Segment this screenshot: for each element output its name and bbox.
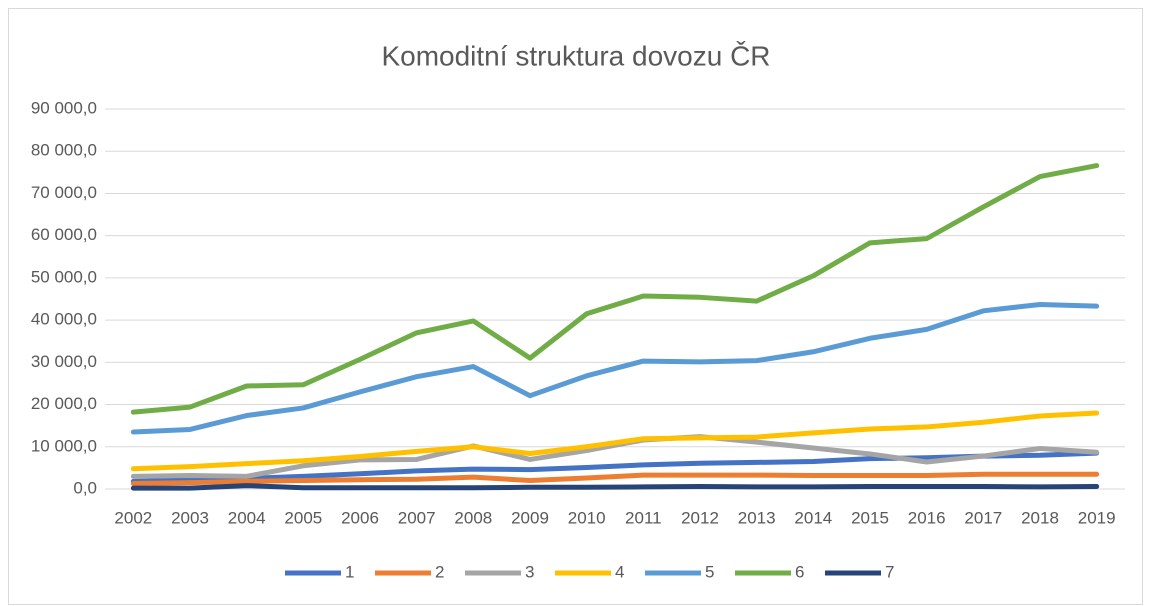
x-tick-label: 2016 <box>908 508 946 527</box>
x-tick-label: 2005 <box>284 508 322 527</box>
y-tick-label: 70 000,0 <box>31 183 97 202</box>
y-tick-label: 40 000,0 <box>31 310 97 329</box>
legend-label: 2 <box>435 562 444 581</box>
x-tick-label: 2019 <box>1078 508 1116 527</box>
legend-label: 3 <box>525 562 534 581</box>
y-tick-label: 30 000,0 <box>31 352 97 371</box>
y-tick-label: 50 000,0 <box>31 267 97 286</box>
legend-label: 4 <box>615 562 624 581</box>
line-series <box>130 471 1100 487</box>
x-tick-label: 2002 <box>114 508 152 527</box>
y-tick-label: 80 000,0 <box>31 141 97 160</box>
x-tick-label: 2012 <box>681 508 719 527</box>
chart-border <box>8 8 1143 605</box>
x-tick-label: 2004 <box>228 508 266 527</box>
line-series <box>130 301 1100 435</box>
x-tick-label: 2017 <box>964 508 1002 527</box>
x-tick-label: 2011 <box>625 508 662 527</box>
y-tick-label: 90 000,0 <box>31 98 97 117</box>
x-tick-label: 2003 <box>171 508 209 527</box>
legend-label: 7 <box>885 562 894 581</box>
line-series <box>130 434 1100 479</box>
x-tick-label: 2009 <box>511 508 549 527</box>
y-tick-label: 0,0 <box>73 478 97 497</box>
x-tick-label: 2007 <box>398 508 436 527</box>
line-series <box>130 483 1100 491</box>
x-tick-label: 2014 <box>794 508 832 527</box>
x-tick-label: 2018 <box>1021 508 1059 527</box>
y-tick-label: 60 000,0 <box>31 225 97 244</box>
legend-label: 1 <box>345 562 354 581</box>
x-tick-label: 2008 <box>454 508 492 527</box>
x-tick-label: 2015 <box>851 508 889 527</box>
x-tick-label: 2006 <box>341 508 379 527</box>
chart-title: Komoditní struktura dovozu ČR <box>381 40 770 71</box>
legend-label: 5 <box>705 562 714 581</box>
y-tick-label: 10 000,0 <box>31 436 97 455</box>
x-tick-label: 2010 <box>568 508 606 527</box>
line-series <box>130 410 1100 472</box>
legend-label: 6 <box>795 562 804 581</box>
y-tick-label: 20 000,0 <box>31 394 97 413</box>
line-series <box>130 450 1100 484</box>
line-series <box>130 163 1100 415</box>
x-tick-label: 2013 <box>738 508 776 527</box>
